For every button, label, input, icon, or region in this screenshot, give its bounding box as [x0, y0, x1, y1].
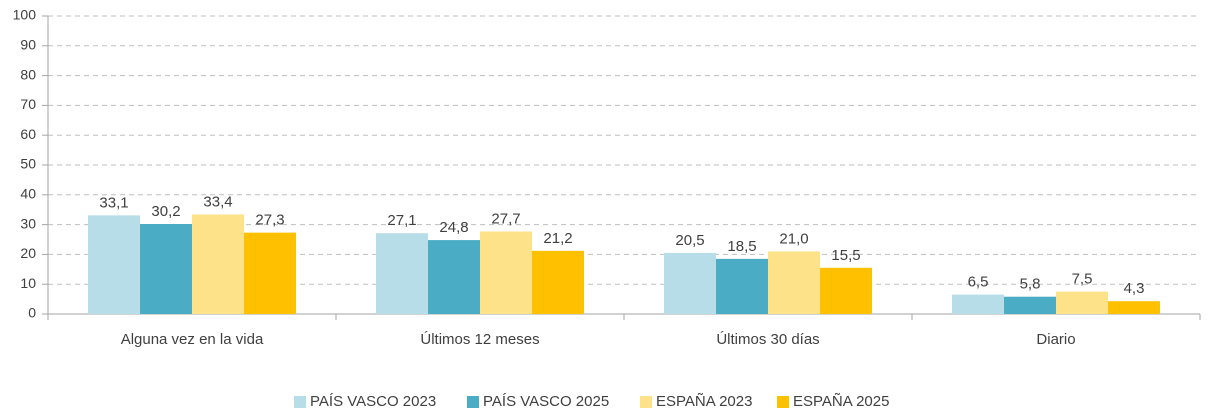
- y-tick-label: 50: [20, 156, 36, 172]
- x-tick-label: Últimos 12 meses: [420, 331, 539, 348]
- legend-label: ESPAÑA 2025: [793, 393, 889, 410]
- bar: [1056, 291, 1108, 314]
- data-label: 33,1: [99, 194, 128, 211]
- y-tick-label: 100: [13, 7, 37, 23]
- legend-swatch: [777, 396, 789, 408]
- bar: [952, 294, 1004, 314]
- data-label: 15,5: [831, 247, 860, 264]
- data-label: 30,2: [151, 203, 180, 220]
- y-tick-label: 70: [20, 96, 36, 112]
- bar: [88, 215, 140, 314]
- bar: [1108, 301, 1160, 314]
- legend-label: PAÍS VASCO 2023: [310, 393, 436, 410]
- x-tick-label: Últimos 30 días: [716, 331, 819, 348]
- bar: [376, 233, 428, 314]
- data-label: 4,3: [1124, 280, 1145, 297]
- y-tick-label: 0: [28, 305, 36, 321]
- data-label: 6,5: [968, 274, 989, 291]
- data-label: 21,0: [779, 230, 808, 247]
- bar: [428, 240, 480, 314]
- bar: [768, 251, 820, 314]
- y-tick-label: 80: [20, 66, 36, 82]
- legend-label: ESPAÑA 2023: [656, 393, 752, 410]
- y-tick-label: 10: [20, 275, 36, 291]
- x-tick-label: Diario: [1036, 331, 1075, 348]
- bar: [140, 224, 192, 314]
- data-label: 20,5: [675, 232, 704, 249]
- y-tick-label: 20: [20, 245, 36, 261]
- bar: [1004, 296, 1056, 314]
- bar: [480, 231, 532, 314]
- bar: [820, 267, 872, 314]
- data-label: 24,8: [439, 219, 468, 236]
- legend-swatch: [640, 396, 652, 408]
- y-tick-label: 90: [20, 37, 36, 53]
- bar: [192, 214, 244, 314]
- data-label: 27,3: [255, 212, 284, 229]
- data-label: 33,4: [203, 193, 232, 210]
- data-label: 7,5: [1072, 271, 1093, 288]
- y-tick-label: 60: [20, 126, 36, 142]
- legend-swatch: [294, 396, 306, 408]
- bar: [664, 252, 716, 314]
- x-tick-label: Alguna vez en la vida: [121, 331, 264, 348]
- bar: [532, 250, 584, 314]
- data-label: 18,5: [727, 238, 756, 255]
- y-tick-label: 30: [20, 215, 36, 231]
- legend-swatch: [467, 396, 479, 408]
- bar: [244, 232, 296, 314]
- data-label: 21,2: [543, 230, 572, 247]
- y-tick-label: 40: [20, 186, 36, 202]
- data-label: 27,1: [387, 212, 416, 229]
- bar: [716, 258, 768, 314]
- legend-label: PAÍS VASCO 2025: [483, 393, 609, 410]
- data-label: 27,7: [491, 210, 520, 227]
- data-label: 5,8: [1020, 276, 1041, 293]
